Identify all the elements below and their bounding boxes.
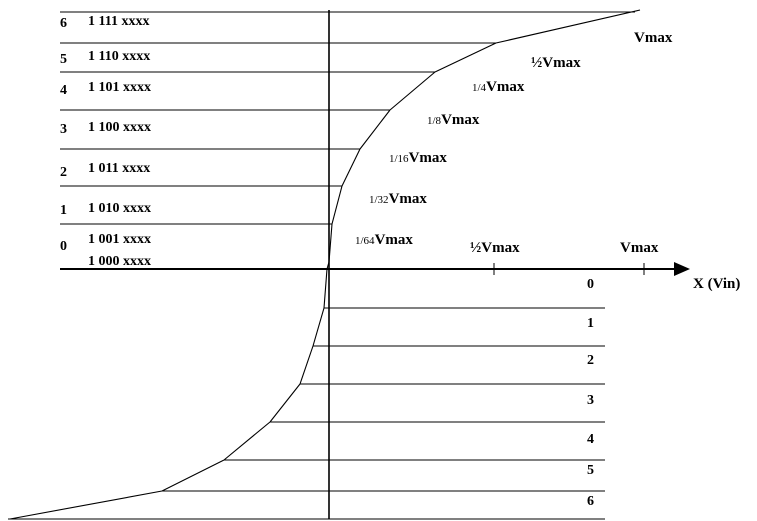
axis-label-half-vmax: ½Vmax — [470, 240, 520, 256]
code-label: 1 011 xxxx — [88, 161, 150, 176]
x-axis-arrow-icon — [674, 262, 690, 276]
x-axis-title: X (Vin) — [693, 276, 740, 292]
curve-labels: Vmax ½Vmax 1/4Vmax 1/8Vmax 1/16Vmax 1/32… — [355, 30, 673, 248]
code-label: 1 001 xxxx — [88, 232, 151, 247]
code-label: 1 110 xxxx — [88, 49, 150, 64]
curve-label: 1/32Vmax — [369, 191, 427, 207]
curve-segment — [331, 185, 343, 225]
curve-label-text: Vmax — [409, 150, 448, 166]
code-label: 1 010 xxxx — [88, 201, 151, 216]
curve-segment — [434, 42, 497, 73]
curve-segment — [328, 223, 333, 263]
curve-segment — [323, 268, 328, 309]
curve-segment — [389, 71, 436, 111]
segment-number: 6 — [587, 494, 594, 509]
segment-number: 1 — [587, 316, 594, 331]
lower-boundary-lines — [8, 307, 605, 520]
upper-rows: 6 1 111 xxxx 5 1 110 xxxx 4 1 101 xxxx 3… — [60, 14, 151, 269]
segment-number: 0 — [587, 277, 594, 292]
curve-label: 1/8Vmax — [427, 112, 480, 128]
curve-label: 1/64Vmax — [355, 232, 413, 248]
segment-number: 4 — [587, 432, 594, 447]
curve-label-fraction: 1/8 — [427, 115, 442, 127]
curve-label: 1/16Vmax — [389, 150, 447, 166]
curve-segment — [269, 383, 301, 423]
curve-segment — [9, 490, 163, 520]
curve-label-text: Vmax — [441, 112, 480, 128]
segment-number: 2 — [587, 353, 594, 368]
segment-number: 0 — [60, 239, 67, 254]
lower-segments: 0 1 2 3 4 5 6 — [587, 277, 594, 509]
code-label: 1 101 xxxx — [88, 80, 151, 95]
curve-label: ½Vmax — [531, 55, 581, 71]
segment-number: 5 — [60, 52, 67, 67]
code-label: 1 100 xxxx — [88, 120, 151, 135]
curve-segment — [326, 261, 330, 270]
compression-curve — [9, 9, 641, 520]
curve-segment — [299, 345, 314, 385]
curve-label: Vmax — [634, 30, 673, 46]
upper-boundary-lines — [60, 11, 635, 225]
curve-label: 1/4Vmax — [472, 79, 525, 95]
segment-number: 6 — [60, 16, 67, 31]
axis-label-vmax: Vmax — [620, 240, 659, 256]
segment-number: 2 — [60, 165, 67, 180]
curve-label-fraction: 1/4 — [472, 82, 487, 94]
curve-label-fraction: 1/32 — [369, 194, 389, 206]
curve-label-text: Vmax — [375, 232, 414, 248]
segment-number: 1 — [60, 203, 67, 218]
curve-segment — [312, 307, 325, 347]
code-label: 1 111 xxxx — [88, 14, 149, 29]
segment-number: 3 — [587, 393, 594, 408]
segment-number: 3 — [60, 122, 67, 137]
code-label: 1 000 xxxx — [88, 254, 151, 269]
curve-segment — [161, 459, 225, 492]
curve-segment — [495, 9, 641, 44]
segment-number: 5 — [587, 463, 594, 478]
curve-label-fraction: 1/64 — [355, 235, 375, 247]
curve-label-fraction: 1/16 — [389, 153, 409, 165]
curve-label-text: Vmax — [486, 79, 525, 95]
segment-number: 4 — [60, 83, 67, 98]
curve-label-text: Vmax — [389, 191, 428, 207]
curve-segment — [359, 109, 391, 150]
curve-segment — [223, 421, 271, 461]
curve-segment — [341, 148, 361, 187]
